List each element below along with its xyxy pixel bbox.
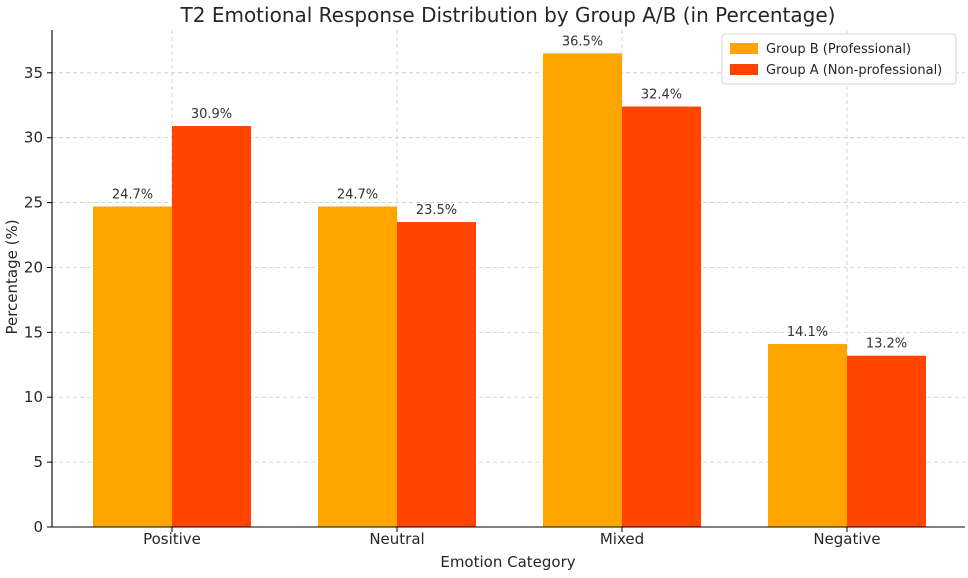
bar (847, 355, 926, 527)
y-tick-label: 10 (24, 388, 43, 406)
x-tick-label: Neutral (369, 530, 424, 548)
bar (397, 222, 476, 527)
bar-data-label: 14.1% (787, 325, 828, 340)
y-tick-label: 0 (33, 518, 43, 536)
bar (172, 126, 251, 527)
bar-data-label: 23.5% (416, 203, 457, 218)
y-tick-label: 5 (33, 453, 43, 471)
legend-entry-label: Group A (Non-professional) (766, 63, 942, 78)
chart-title: T2 Emotional Response Distribution by Gr… (180, 3, 836, 27)
legend-swatch (730, 43, 758, 54)
bar (768, 344, 847, 527)
bar (318, 206, 397, 528)
x-tick-label: Mixed (600, 530, 644, 548)
x-axis-label: Emotion Category (440, 553, 575, 571)
y-tick-label: 25 (24, 194, 43, 212)
bar (622, 106, 701, 528)
legend-swatch (730, 64, 758, 75)
bar (93, 206, 172, 528)
tick-labels: 0 5 10 15 20 25 30 35 Positive Neutral Mixed Negati… (24, 64, 881, 548)
x-tick-label: Negative (813, 530, 880, 548)
legend-box (721, 33, 957, 85)
y-axis-label: Percentage (%) (3, 219, 21, 334)
y-tick-label: 35 (24, 64, 43, 82)
data-labels: 24.7% 24.7% 36.5% 14.1% 30.9% 23.5% 32.4% 13.2% (112, 34, 907, 351)
bar-data-label: 24.7% (337, 187, 378, 202)
bar-data-label: 24.7% (112, 187, 153, 202)
legend-entry-label: Group B (Professional) (766, 42, 911, 57)
x-tick-label: Positive (143, 530, 201, 548)
y-tick-label: 15 (24, 323, 43, 341)
bar-data-label: 13.2% (866, 337, 907, 352)
bar-data-label: 30.9% (191, 107, 232, 122)
bar-data-label: 32.4% (641, 88, 682, 103)
axes (47, 30, 965, 532)
y-tick-label: 20 (24, 258, 43, 276)
bar-data-label: 36.5% (562, 34, 603, 49)
y-tick-label: 30 (24, 129, 43, 147)
legend: Group B (Professional) Group A (Non-profe… (721, 33, 957, 85)
bar (543, 53, 622, 528)
bars (93, 53, 926, 528)
